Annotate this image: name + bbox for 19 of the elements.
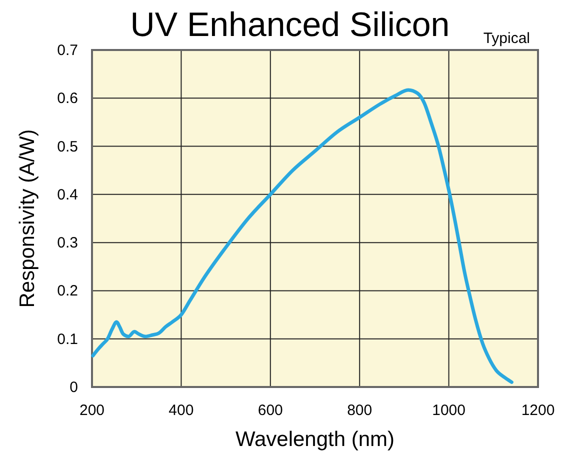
line-series (91, 88, 514, 384)
y-axis-title: Responsivity (A/W) (16, 129, 39, 308)
x-tick-label: 600 (258, 402, 283, 419)
chart-title: UV Enhanced Silicon (130, 6, 450, 44)
x-tick-label: 1000 (432, 402, 466, 419)
y-tick-label: 0.2 (57, 282, 78, 300)
y-tick-label: 0 (70, 379, 78, 396)
y-tick-label: 0.5 (57, 138, 78, 156)
x-tick-label: 200 (79, 402, 105, 419)
y-tick-label: 0.6 (57, 90, 78, 108)
text: Typical (483, 30, 530, 47)
y-tick-label: 0.3 (57, 234, 78, 252)
y-tick-label: 0.1 (57, 330, 78, 348)
y-tick-label: 0.7 (57, 42, 78, 59)
x-tick-label: 800 (347, 402, 372, 419)
x-tick-label: 1200 (521, 402, 555, 419)
y-tick-label: 0.4 (57, 186, 78, 204)
x-tick-label: 400 (168, 402, 194, 419)
x-axis-title: Wavelength (nm) (235, 428, 395, 451)
